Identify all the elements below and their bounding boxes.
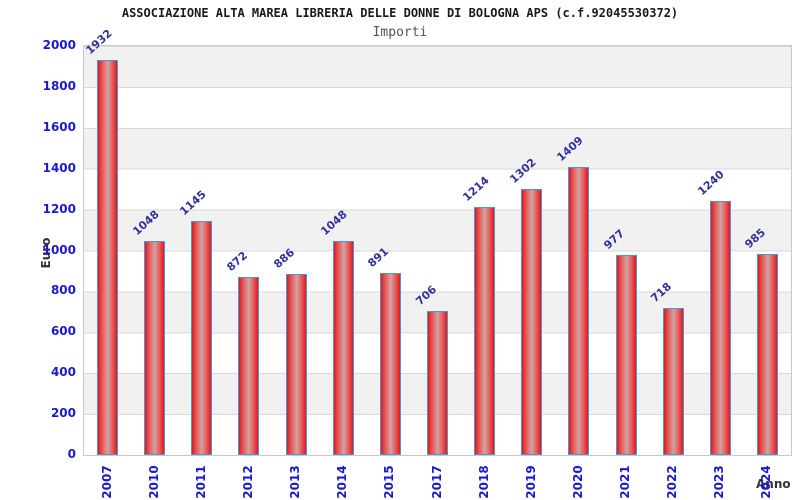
y-tick-label: 600: [50, 324, 76, 339]
x-tick-label: 2024: [759, 465, 774, 499]
bar: [709, 201, 731, 455]
bar-value-label: 1048: [318, 207, 350, 238]
bar: [379, 272, 401, 455]
bar-value-label: 891: [365, 244, 392, 270]
x-tick-label: 2023: [712, 465, 727, 499]
bar: [474, 206, 496, 455]
x-tick-label: 2014: [335, 465, 350, 499]
bar-value-label: 977: [601, 227, 628, 253]
x-tick-label: 2007: [99, 465, 114, 499]
bar: [521, 188, 543, 455]
bar-value-label: 706: [412, 282, 439, 308]
x-tick-label: 2020: [570, 465, 585, 499]
chart-title: ASSOCIAZIONE ALTA MAREA LIBRERIA DELLE D…: [121, 6, 679, 20]
bar: [285, 273, 307, 455]
bar: [238, 276, 260, 455]
bar: [427, 310, 448, 455]
x-tick-label: 2011: [193, 465, 208, 499]
y-tick-label: 1800: [42, 78, 76, 93]
y-tick-label: 2000: [42, 38, 76, 52]
plot-area: 1932 1048 1145 872 886 1048 891 706 1214 1302 1409…: [83, 27, 792, 456]
x-tick-label: 2015: [382, 465, 397, 499]
y-tick-label: 200: [50, 406, 76, 421]
y-tick-label: 1600: [42, 119, 76, 134]
y-tick-label: 1400: [42, 160, 76, 175]
bar: [756, 253, 778, 455]
bar-value-label: 1409: [554, 133, 586, 164]
x-axis-title: Anno: [756, 477, 791, 491]
x-tick-label: 2018: [476, 465, 491, 499]
bar-value-label: 1240: [695, 168, 728, 199]
x-tick-label: 2022: [665, 465, 680, 499]
bar: [662, 308, 684, 455]
bar-value-label: 1302: [507, 155, 539, 186]
y-tick-label: 1200: [42, 201, 76, 216]
x-tick-label: 2013: [288, 465, 303, 499]
x-tick-label: 2019: [523, 465, 538, 499]
bar-value-label: 1214: [459, 173, 492, 204]
y-tick-label: 400: [50, 365, 76, 380]
bar: [615, 255, 637, 455]
bar-value-label: 872: [224, 248, 251, 274]
bar: [144, 240, 166, 455]
chart-subtitle: Importi: [372, 25, 428, 40]
bar-value-label: 886: [271, 245, 298, 271]
y-tick-label: 1000: [42, 242, 76, 257]
y-tick-label: 0: [67, 447, 76, 461]
bar: [332, 240, 354, 455]
bar-value-label: 718: [648, 280, 675, 306]
bar: [97, 59, 119, 455]
x-tick-label: 2012: [240, 465, 255, 499]
bar-value-label: 985: [742, 225, 769, 251]
bar-value-label: 1048: [129, 207, 162, 238]
x-tick-label: 2010: [146, 465, 161, 499]
y-tick-label: 800: [50, 283, 76, 298]
x-tick-label: 2021: [618, 465, 633, 499]
bar-value-label: 1145: [177, 187, 209, 218]
bar: [191, 220, 213, 455]
x-tick-label: 2017: [429, 465, 444, 499]
bar: [568, 166, 590, 455]
